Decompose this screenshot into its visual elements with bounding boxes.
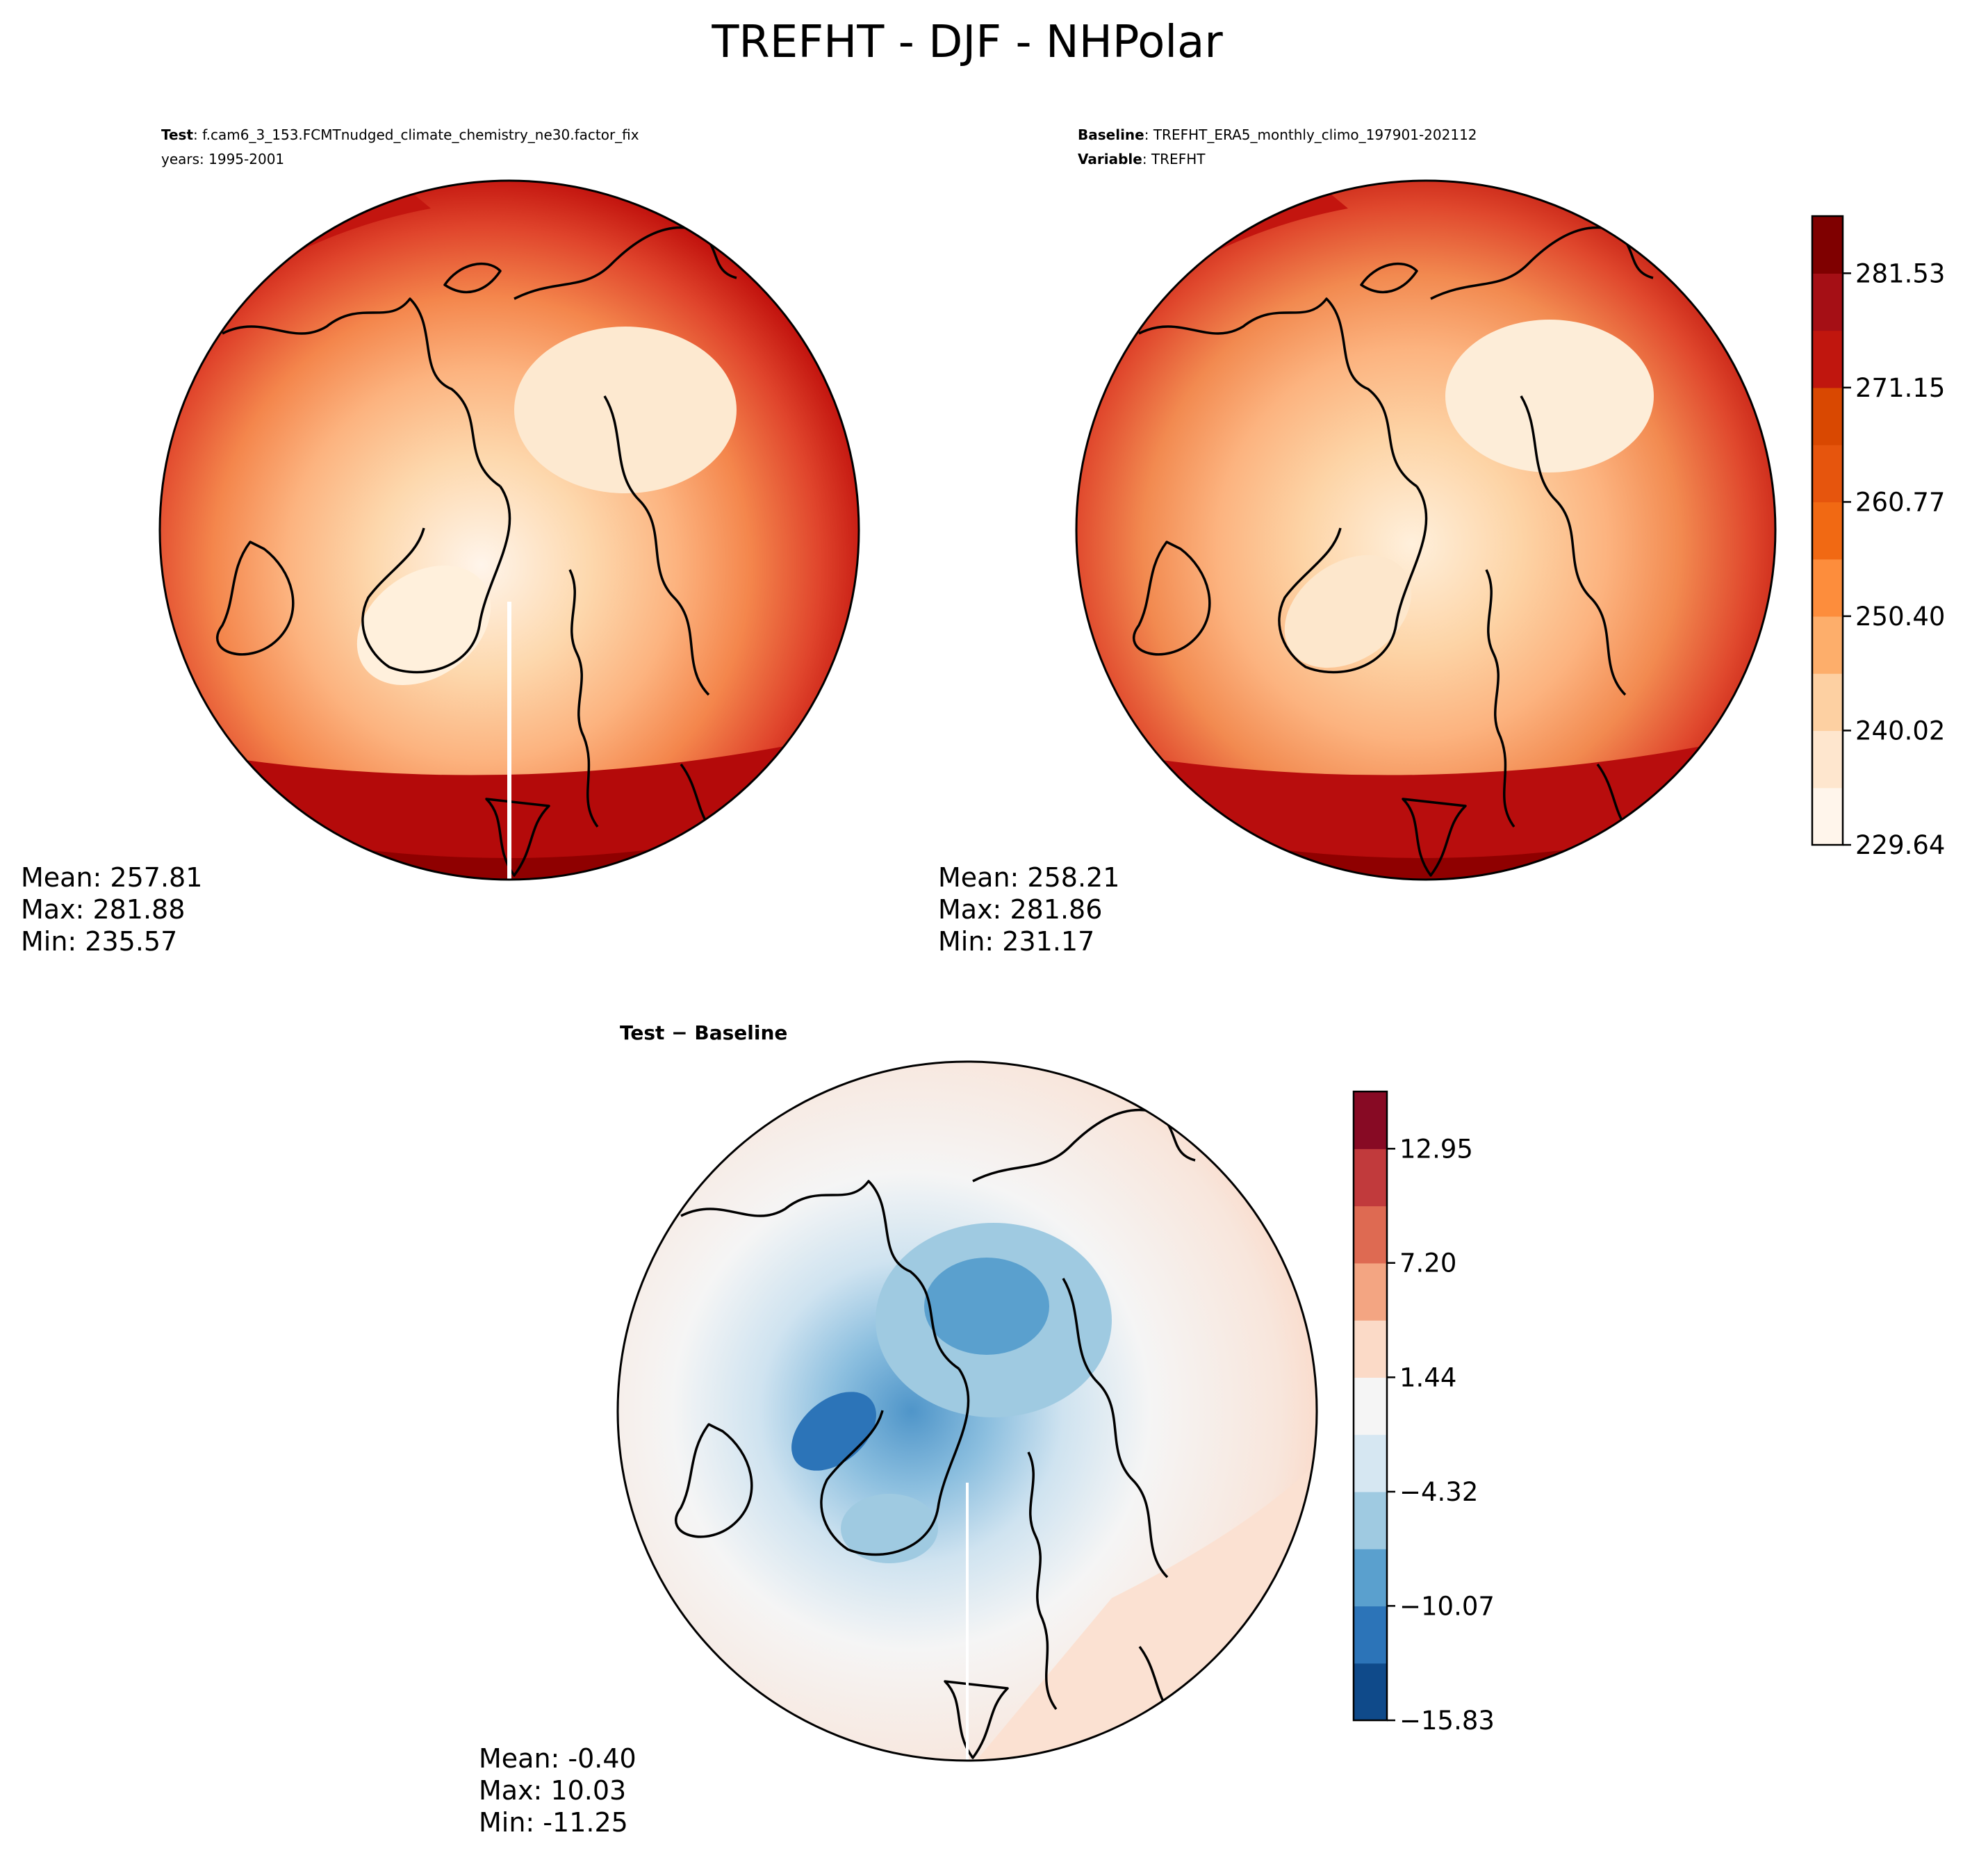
diff-colorbar-segment <box>1354 1377 1387 1435</box>
diff-colorbar-segment <box>1354 1148 1387 1207</box>
diff-colorbar-segment <box>1354 1491 1387 1549</box>
test-map-boundary <box>158 179 860 881</box>
test-label-value: : f.cam6_3_153.FCMTnudged_climate_chemis… <box>193 126 639 143</box>
diff-colorbar-segment <box>1354 1320 1387 1378</box>
main-colorbar-segment <box>1812 330 1843 388</box>
main-colorbar-segment <box>1812 559 1843 617</box>
main-colorbar-segment <box>1812 273 1843 331</box>
diff-colorbar-segment <box>1354 1434 1387 1492</box>
diff-colorbar-tick-label: 7.20 <box>1399 1249 1456 1278</box>
baseline-max-stat: Max: 281.86 <box>938 894 1102 925</box>
diff-colorbar-segment <box>1354 1549 1387 1607</box>
baseline-mean-stat: Mean: 258.21 <box>938 862 1119 893</box>
test-years-label: years: 1995-2001 <box>161 151 284 167</box>
diff-colorbar-segment <box>1354 1663 1387 1721</box>
test-mean-stat: Mean: 257.81 <box>21 862 202 893</box>
diff-max-stat: Max: 10.03 <box>479 1775 626 1806</box>
main-colorbar: 229.64 240.02 250.40 260.77 271.15 281.53 <box>1811 215 1945 860</box>
diff-colorbar-segment <box>1354 1092 1387 1149</box>
main-colorbar-segment <box>1812 616 1843 674</box>
main-colorbar-frame <box>1811 215 1844 846</box>
diff-colorbar-frame <box>1352 1090 1388 1722</box>
diff-colorbar-segment <box>1354 1262 1387 1321</box>
baseline-panel-label: Baseline: TREFHT_ERA5_monthly_climo_1979… <box>1078 126 1477 143</box>
main-colorbar-segment <box>1812 730 1843 789</box>
diff-colorbar-tick-label: −10.07 <box>1399 1591 1495 1621</box>
baseline-label-value: : TREFHT_ERA5_monthly_climo_197901-20211… <box>1144 126 1477 143</box>
diff-panel: Test − Baseline Mean: -0.40 Max: 10 <box>479 1021 1318 1838</box>
test-panel: Test: f.cam6_3_153.FCMTnudged_climate_ch… <box>21 126 860 957</box>
baseline-variable-bold: Variable <box>1078 151 1142 167</box>
baseline-variable-value: : TREFHT <box>1142 151 1206 167</box>
diff-title-test: Test <box>620 1021 664 1044</box>
diff-mean-stat: Mean: -0.40 <box>479 1743 636 1774</box>
main-colorbar-tick-label: 271.15 <box>1855 373 1945 403</box>
diff-colorbar-tick-label: −4.32 <box>1399 1477 1478 1507</box>
diff-title-sep: − <box>664 1021 694 1044</box>
main-colorbar-segment <box>1812 787 1843 846</box>
main-colorbar-segment <box>1812 387 1843 445</box>
main-colorbar-tick-label: 250.40 <box>1855 602 1945 632</box>
baseline-panel: Baseline: TREFHT_ERA5_monthly_climo_1979… <box>938 126 1777 957</box>
diff-colorbar-segment <box>1354 1205 1387 1264</box>
diff-map <box>618 1062 1317 1761</box>
main-colorbar-segment <box>1812 445 1843 502</box>
diff-title-baseline: Baseline <box>694 1021 787 1044</box>
test-max-stat: Max: 281.88 <box>21 894 185 925</box>
main-colorbar-segment <box>1812 502 1843 560</box>
diff-colorbar-tick-label: −15.83 <box>1399 1706 1495 1736</box>
main-colorbar-tick-label: 240.02 <box>1855 716 1945 746</box>
main-colorbar-segment <box>1812 673 1843 732</box>
diff-colorbar: −15.83 −10.07 −4.32 1.44 7.20 12.95 <box>1352 1090 1495 1736</box>
diff-colorbar-tick-label: 12.95 <box>1399 1134 1473 1164</box>
main-colorbar-tick-label: 229.64 <box>1855 830 1945 860</box>
baseline-min-stat: Min: 231.17 <box>938 926 1094 957</box>
diff-colorbar-segment <box>1354 1606 1387 1664</box>
test-panel-label: Test: f.cam6_3_153.FCMTnudged_climate_ch… <box>161 126 639 143</box>
main-colorbar-segment <box>1812 216 1843 274</box>
diff-colorbar-tick-label: 1.44 <box>1399 1362 1456 1392</box>
test-min-stat: Min: 235.57 <box>21 926 177 957</box>
diff-panel-title: Test − Baseline <box>620 1021 787 1044</box>
main-colorbar-tick-label: 281.53 <box>1855 258 1945 288</box>
baseline-variable-label: Variable: TREFHT <box>1078 151 1206 167</box>
baseline-map-boundary <box>1075 179 1777 881</box>
diff-map-boundary <box>616 1060 1318 1762</box>
diff-min-stat: Min: -11.25 <box>479 1807 628 1838</box>
baseline-label-bold: Baseline <box>1078 126 1144 143</box>
main-colorbar-tick-label: 260.77 <box>1855 487 1945 517</box>
figure-title: TREFHT - DJF - NHPolar <box>711 17 1223 68</box>
test-label-bold: Test <box>161 126 193 143</box>
